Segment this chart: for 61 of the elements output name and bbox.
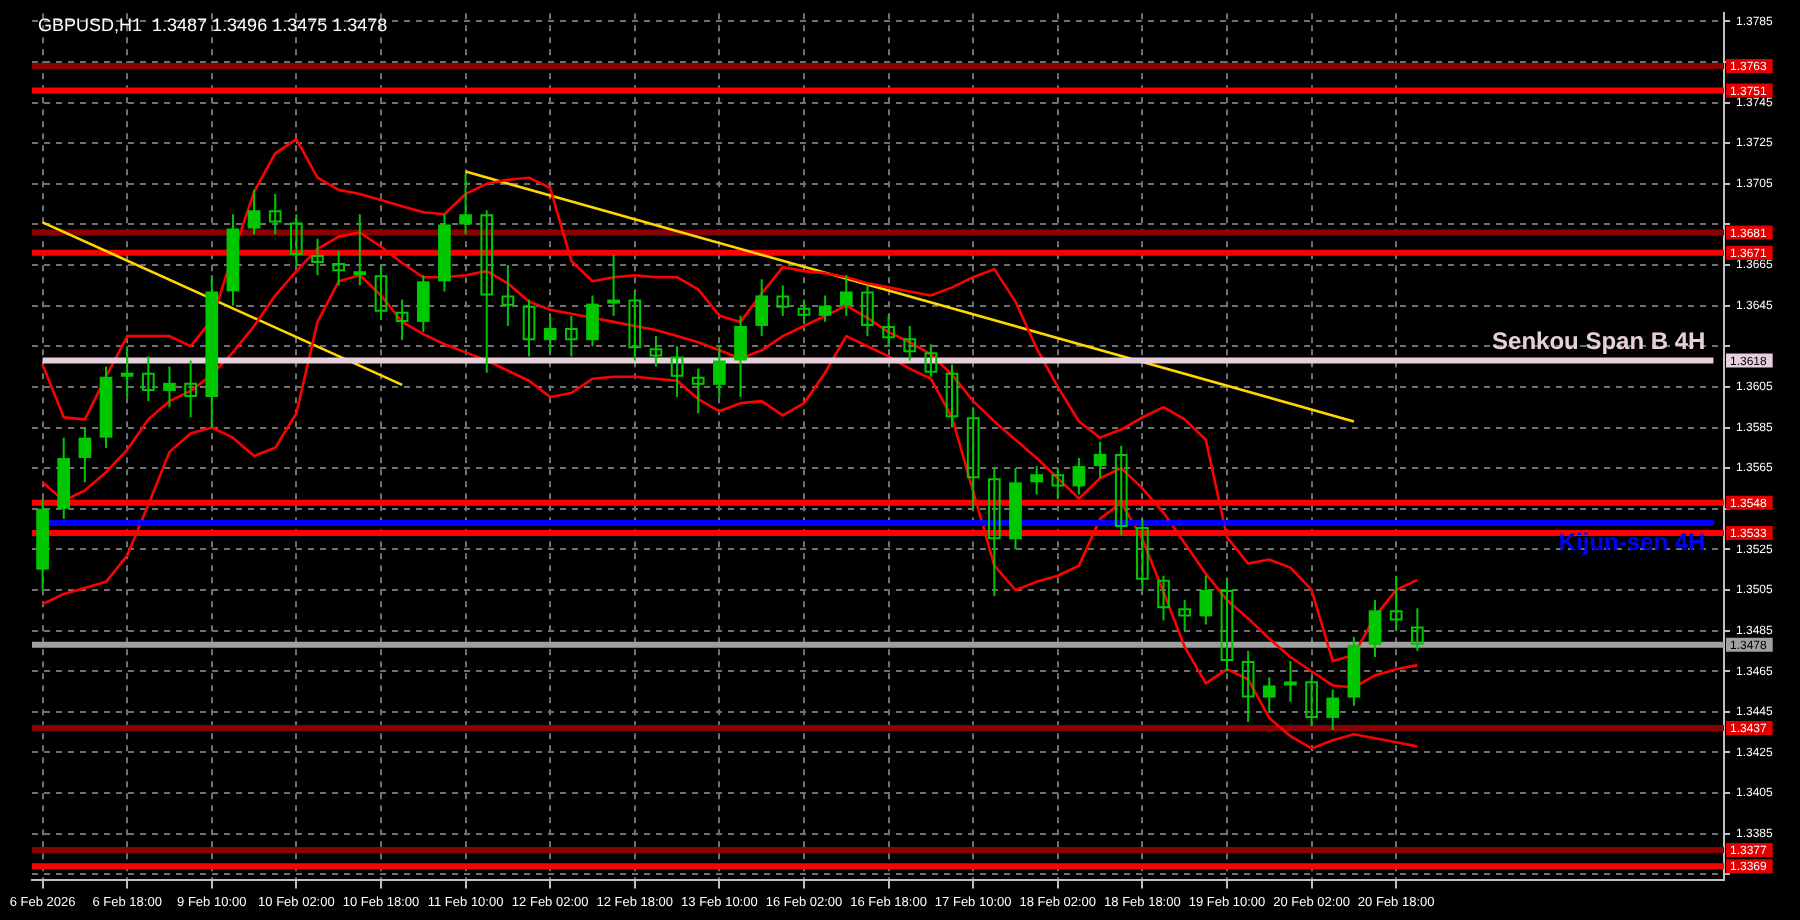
candlestick xyxy=(290,213,303,267)
candlestick xyxy=(416,274,430,334)
candlestick xyxy=(247,188,261,236)
candlestick xyxy=(1030,465,1043,496)
candlestick xyxy=(1051,467,1065,500)
candlestick xyxy=(1241,649,1255,723)
candlestick xyxy=(1368,599,1382,658)
candlestick xyxy=(987,467,1001,598)
candlestick xyxy=(713,345,726,399)
candlestick xyxy=(945,363,959,429)
candlestick xyxy=(1262,676,1276,713)
candlestick xyxy=(564,314,578,358)
candlestick xyxy=(184,359,197,419)
series-label: Senkou Span B 4H xyxy=(1492,327,1706,356)
candlestick xyxy=(797,298,811,325)
candlestick xyxy=(839,274,853,317)
candlestick xyxy=(861,284,874,338)
candlestick xyxy=(543,314,557,354)
candlestick xyxy=(755,278,769,338)
candlestick xyxy=(374,264,388,321)
candlestick xyxy=(903,324,917,362)
candlestick xyxy=(1389,574,1403,632)
candlestick xyxy=(78,426,92,484)
candlestick xyxy=(120,345,134,399)
candlestick xyxy=(1093,440,1107,480)
candlestick xyxy=(818,294,832,323)
candlestick xyxy=(1072,456,1086,496)
candlestick xyxy=(501,264,515,327)
candlestick xyxy=(1178,599,1192,632)
candlestick xyxy=(1305,676,1318,728)
chart-title: GBPUSD,H1 1.3487 1.3496 1.3475 1.3478 xyxy=(38,15,388,36)
candlestick xyxy=(734,314,747,399)
candlestick xyxy=(1157,574,1170,622)
candlestick xyxy=(1284,660,1297,703)
candlestick xyxy=(691,367,705,415)
candlestick xyxy=(882,314,895,348)
candlestick xyxy=(649,335,663,368)
candlestick xyxy=(141,355,155,403)
candlestick xyxy=(1326,688,1340,732)
candlestick xyxy=(924,343,938,378)
series-label: Kijun-sen 4H xyxy=(1558,527,1706,556)
candlestick xyxy=(1114,444,1128,537)
candlestick xyxy=(311,237,324,277)
candlestick xyxy=(522,298,536,358)
candlestick xyxy=(459,172,472,236)
candlestick xyxy=(966,406,980,510)
candlestick xyxy=(670,345,684,399)
candlestick xyxy=(586,294,599,348)
candlestick xyxy=(1199,574,1213,626)
candlestick xyxy=(607,253,620,317)
candlestick xyxy=(395,298,409,342)
candlestick xyxy=(776,284,790,317)
candlestick xyxy=(628,290,642,362)
candlestick xyxy=(268,192,282,236)
candlestick xyxy=(332,249,346,287)
candlestick xyxy=(1410,607,1424,652)
candlestick xyxy=(1220,578,1234,673)
candlestick xyxy=(1136,517,1149,591)
candlestick xyxy=(353,213,367,287)
candlestick xyxy=(163,365,176,409)
candlestick xyxy=(480,209,494,374)
